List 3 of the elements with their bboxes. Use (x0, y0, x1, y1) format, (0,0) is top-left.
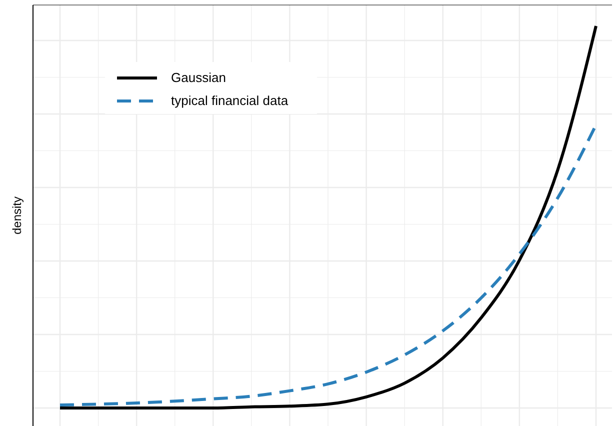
legend-label: Gaussian (171, 70, 226, 85)
y-axis-title: density (10, 196, 24, 235)
legend-label: typical financial data (171, 93, 289, 108)
